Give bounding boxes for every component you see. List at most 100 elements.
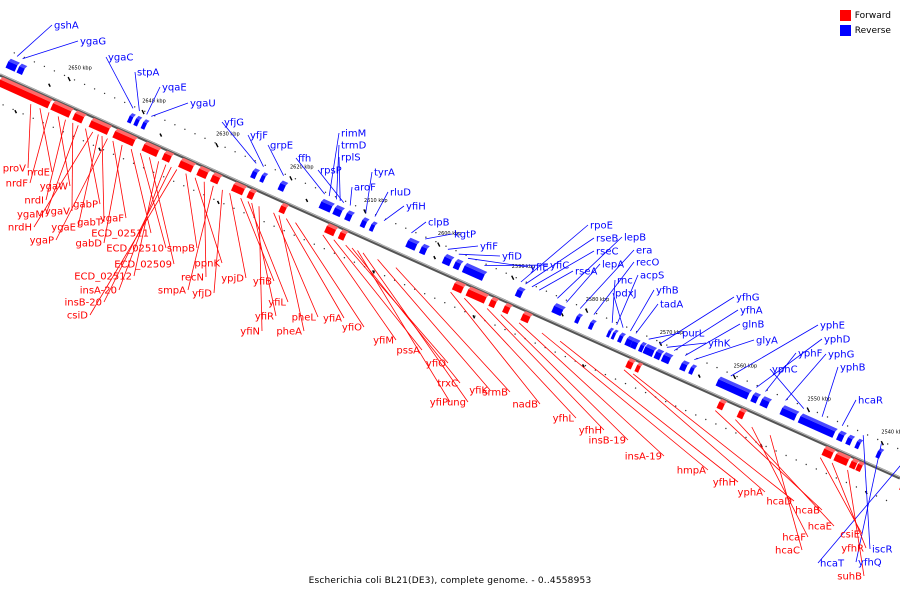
scale-dot: [294, 178, 297, 180]
forward-label-recN: recN: [181, 273, 204, 284]
forward-gene: [246, 188, 258, 200]
reverse-label-yphF-leader: [765, 352, 797, 392]
scale-dot: [525, 281, 527, 283]
forward-gene: [112, 128, 138, 147]
scale-dot: [756, 384, 758, 387]
forward-label-yfhH: yfhH: [579, 426, 602, 437]
forward-gene: [141, 141, 162, 157]
gene-top: [8, 58, 20, 66]
gene-top: [613, 329, 619, 334]
forward-label-yfjD-leader: [213, 189, 223, 294]
gene-face: [520, 313, 531, 324]
forward-label-yfiN-leader: [258, 206, 263, 332]
reverse-label-lepB-leader: [557, 236, 623, 299]
reverse-gene: [452, 258, 464, 271]
tick-mark: [511, 275, 515, 280]
forward-label-ECD_02512-leader: [133, 161, 159, 277]
gene-top: [632, 338, 641, 344]
reverse-gene: [779, 405, 800, 421]
forward-label-nrdH: nrdH: [8, 223, 32, 234]
scale-dot: [535, 286, 537, 288]
gene-top: [627, 335, 636, 341]
forward-gene: [337, 229, 349, 241]
reverse-gene: [606, 327, 615, 338]
scale-dot: [474, 315, 476, 317]
scale-dot: [455, 250, 457, 252]
gene-top: [164, 150, 175, 157]
scale-dot: [725, 427, 727, 430]
forward-label-hcaD-leader: [632, 373, 795, 502]
gene-face: [514, 289, 524, 299]
reverse-label-yfiH-leader: [383, 205, 405, 222]
reverse-label-yfiE: yfiE: [530, 263, 549, 274]
reverse-label-yfiC: yfiC: [550, 261, 569, 272]
tick-label: 2540 kbp: [881, 430, 900, 436]
reverse-gene: [637, 341, 648, 353]
gene-top: [848, 434, 856, 440]
reverse-gene: [610, 329, 619, 340]
reverse-label-yfhQ: yfhQ: [858, 558, 882, 569]
gene-face: [616, 335, 624, 344]
scale-dot: [445, 245, 447, 247]
forward-label-yfhR: yfhR: [841, 544, 864, 555]
forward-label-ygaE-leader: [77, 134, 99, 228]
scale-dot: [624, 382, 627, 385]
scale-dot: [866, 434, 869, 436]
forward-label-insB-19-leader: [500, 314, 629, 441]
gene-face: [679, 362, 688, 372]
reverse-label-yfiD-leader: [458, 253, 501, 257]
scale-dot: [634, 387, 637, 389]
tick-mark: [67, 76, 71, 82]
forward-label-insA-20: insA-20: [80, 286, 117, 297]
reverse-label-yphB-leader: [821, 366, 839, 417]
gene-top: [321, 198, 335, 207]
reverse-label-rpsP-leader: [317, 169, 345, 203]
feature-mark: [433, 255, 437, 260]
reverse-label-yphE-leader: [730, 324, 819, 377]
forward-label-csiE: csiE: [840, 530, 860, 541]
forward-label-yfhH: yfhH: [713, 478, 736, 489]
forward-label-pheL-leader: [273, 212, 319, 318]
forward-label-yfiP-leader: [357, 250, 451, 403]
reverse-gene: [688, 364, 698, 375]
gene-top: [645, 343, 658, 351]
scale-dot: [403, 284, 406, 286]
scale-dot: [224, 146, 226, 148]
scale-dot: [43, 65, 46, 68]
reverse-gene: [461, 263, 488, 281]
scale-dot: [504, 328, 506, 331]
forward-label-csiD: csiD: [67, 311, 88, 322]
reverse-label-yfhK-leader: [666, 342, 707, 348]
gene-face: [359, 219, 368, 229]
reverse-label-stpA-leader: [134, 71, 140, 112]
scale-dot: [184, 128, 186, 130]
scale-dot: [444, 302, 446, 304]
scale-dot: [233, 207, 235, 209]
reverse-label-recO-leader: [593, 261, 635, 315]
scale-dot: [464, 311, 466, 313]
scale-dot: [214, 142, 216, 144]
forward-gene: [736, 407, 748, 420]
reverse-label-rseB-leader: [525, 237, 595, 285]
scale-dot: [303, 239, 305, 241]
forward-label-yphA-leader: [623, 369, 766, 493]
scale-dot: [795, 459, 797, 461]
reverse-gene: [259, 172, 269, 183]
reverse-label-yphB: yphB: [840, 363, 866, 374]
reverse-label-ygaG-leader: [22, 40, 79, 60]
gene-face: [736, 410, 745, 420]
forward-label-ygaP: ygaP: [30, 236, 54, 247]
scale-dot: [805, 463, 807, 466]
gene-face: [250, 170, 258, 180]
gene-top: [75, 110, 87, 118]
scale-dot: [183, 185, 185, 187]
gene-face: [688, 366, 695, 375]
gene-top: [656, 348, 665, 354]
gene-top: [53, 100, 74, 112]
forward-label-yfiL: yfiL: [268, 298, 286, 309]
forward-label-ygaW: ygaW: [40, 182, 68, 193]
feature-mark: [159, 133, 163, 137]
scale-dot: [134, 106, 136, 108]
scale-dot: [434, 297, 436, 299]
legend: Forward Reverse: [839, 8, 891, 38]
